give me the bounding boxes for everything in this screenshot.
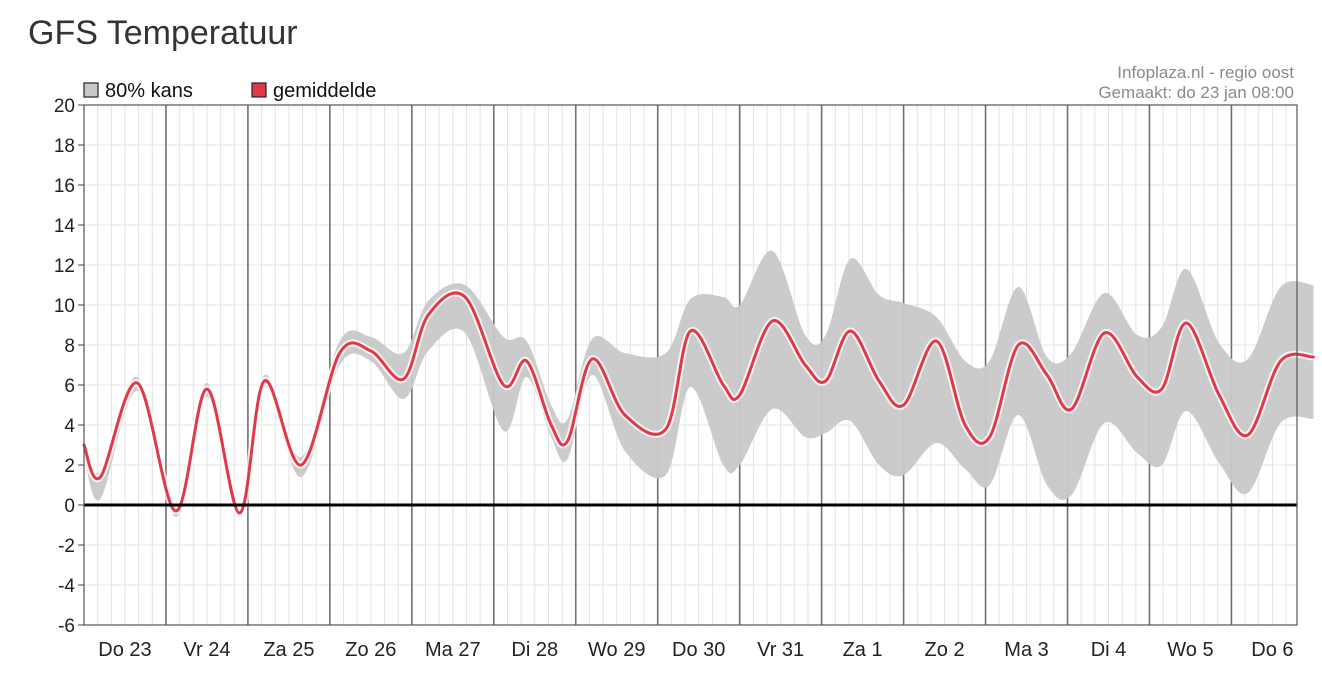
line-layer (80, 289, 1317, 517)
legend: 80% kans gemiddelde (83, 80, 376, 102)
y-tick-label: 6 (64, 376, 75, 397)
x-day-label: Zo 26 (345, 639, 396, 661)
x-day-label: Ma 3 (1004, 639, 1048, 661)
y-tick-label: 16 (54, 176, 75, 197)
y-tick-label: 4 (64, 416, 75, 437)
plot-frame (83, 104, 1298, 626)
x-day-label: Wo 29 (588, 639, 645, 661)
y-tick-label: 14 (54, 216, 76, 237)
y-tick-label: 20 (54, 96, 75, 117)
legend-label: 80% kans (105, 80, 193, 102)
y-tick-label: 8 (64, 336, 75, 357)
y-tick-label: -2 (58, 536, 75, 557)
page-title: GFS Temperatuur (28, 14, 298, 52)
x-day-label: Wo 5 (1167, 639, 1213, 661)
source-label: Infoplaza.nl - regio oost (1117, 63, 1294, 82)
y-tick-label: -4 (58, 576, 75, 597)
y-tick-label: 0 (64, 496, 75, 517)
y-tick-label: 12 (54, 256, 75, 277)
x-day-label: Zo 2 (925, 639, 965, 661)
y-tick-label: 10 (54, 296, 75, 317)
legend-label: gemiddelde (273, 80, 376, 102)
x-day-label: Za 1 (843, 639, 883, 661)
x-day-label: Ma 27 (425, 639, 481, 661)
series-gemiddelde-line (82, 291, 1315, 515)
created-label: Gemaakt: do 23 jan 08:00 (1098, 83, 1294, 102)
x-day-label: Di 4 (1091, 639, 1127, 661)
x-day-label: Do 6 (1251, 639, 1293, 661)
y-tick-label: -6 (58, 616, 75, 637)
x-day-label: Vr 24 (183, 639, 230, 661)
y-tick-label: 18 (54, 136, 75, 157)
series-80-kans-band (84, 250, 1314, 518)
x-day-label: Di 28 (511, 639, 558, 661)
legend-swatch (251, 82, 267, 98)
x-day-label: Za 25 (263, 639, 314, 661)
x-day-label: Vr 31 (757, 639, 804, 661)
band-layer (84, 250, 1314, 518)
x-day-label: Do 30 (672, 639, 725, 661)
legend-swatch (83, 82, 99, 98)
axes: -6 -4 -2 0 2 4 6 8 10 12 14 16 18 20 Do 23 Vr 24 Za 25 Zo… (54, 96, 1298, 661)
x-day-label: Do 23 (98, 639, 151, 661)
y-tick-label: 2 (64, 456, 75, 477)
